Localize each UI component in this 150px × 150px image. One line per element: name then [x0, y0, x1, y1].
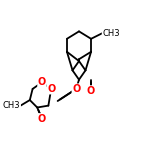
Text: O: O: [87, 86, 95, 96]
Text: CH3: CH3: [102, 29, 120, 38]
Text: O: O: [72, 84, 80, 94]
Text: O: O: [38, 77, 46, 87]
Text: O: O: [38, 114, 46, 124]
Text: O: O: [47, 84, 55, 94]
Text: CH3: CH3: [3, 101, 21, 110]
